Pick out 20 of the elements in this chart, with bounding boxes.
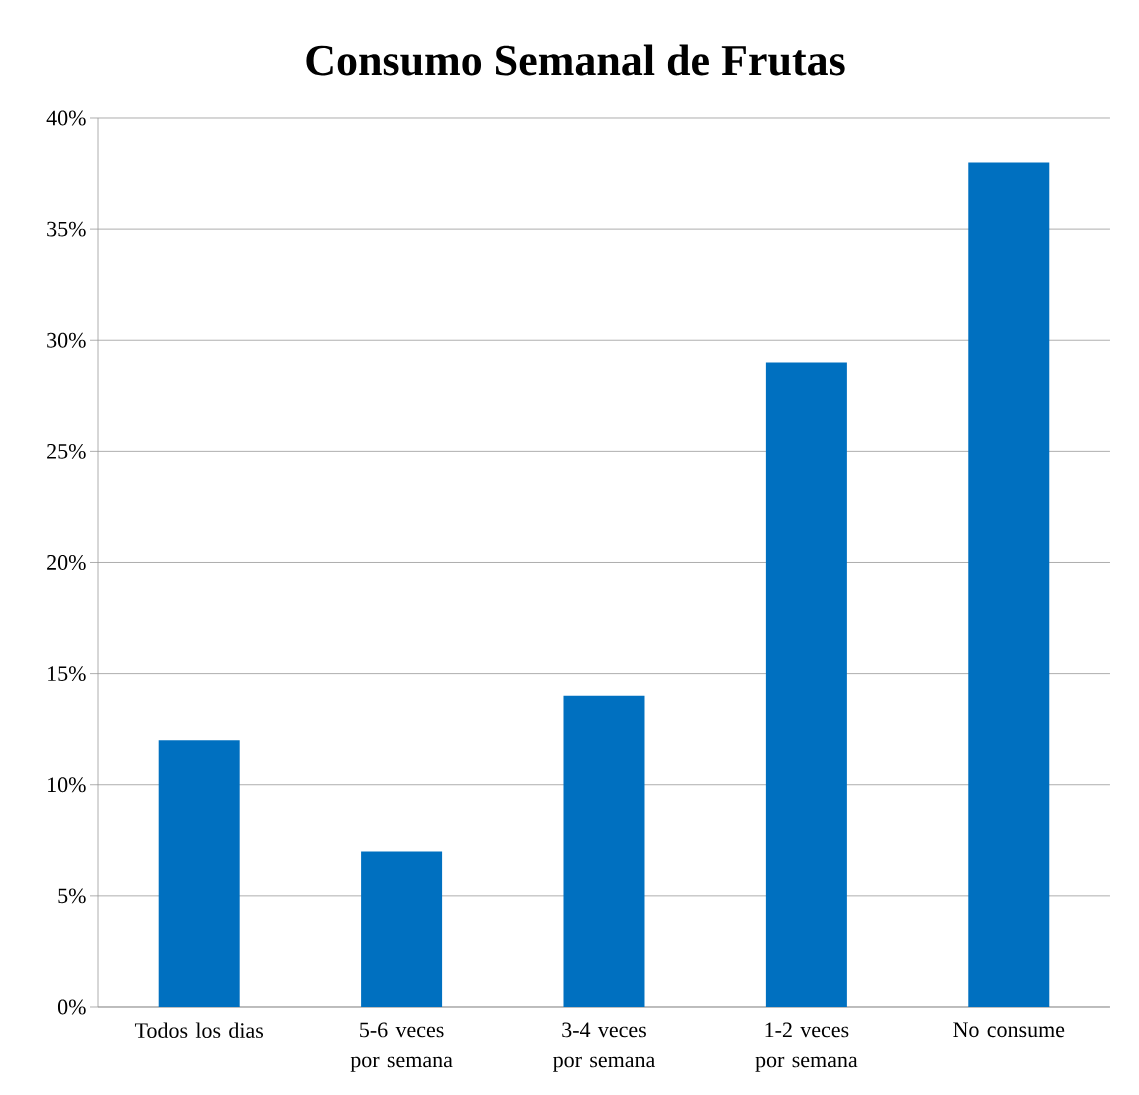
- x-tick-label: 5-6 veces por semana: [350, 1022, 453, 1072]
- bar: [158, 740, 240, 1007]
- y-tick-label: 40%: [46, 110, 86, 126]
- y-tick-label: 5%: [58, 888, 86, 904]
- x-tick-label: 1-2 veces por semana: [755, 1022, 858, 1072]
- y-tick-label: 20%: [47, 555, 86, 570]
- y-tick-label: 25%: [47, 443, 86, 459]
- chart-title: Consumo Semanal de Frutas: [306, 44, 845, 76]
- bar: [361, 851, 443, 1007]
- y-tick-label: 35%: [47, 221, 86, 237]
- x-tick-label: No consume: [953, 1022, 1065, 1038]
- bar: [563, 695, 645, 1007]
- y-tick-label: 0%: [57, 999, 86, 1015]
- x-tick-label: 3-4 veces por semana: [553, 1022, 656, 1072]
- x-tick-label: Todos los dias: [134, 1022, 264, 1039]
- bar: [765, 362, 847, 1007]
- bar: [968, 162, 1050, 1007]
- y-tick-label: 10%: [48, 777, 86, 793]
- y-tick-label: 15%: [48, 666, 86, 682]
- y-tick-label: 30%: [47, 332, 86, 348]
